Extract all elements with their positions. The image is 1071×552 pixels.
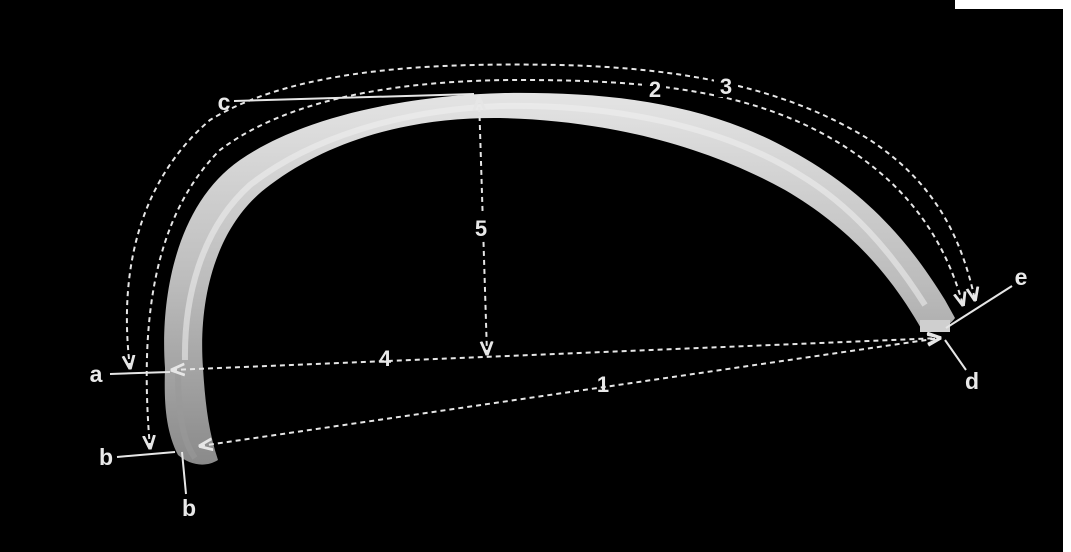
measurement-1-label: 1 <box>597 372 609 397</box>
leader-e <box>945 285 1013 329</box>
measurement-2-arc <box>147 78 963 448</box>
measurement-5-label: 5 <box>475 216 487 241</box>
landmark-d-label: d <box>965 368 979 394</box>
measurement-4-label: 4 <box>379 346 392 371</box>
landmark-c-label: c <box>218 89 231 115</box>
leader-b-left <box>116 451 176 458</box>
measurement-3-label: 3 <box>720 74 732 99</box>
leader-c <box>233 93 475 102</box>
rib-head <box>920 320 950 332</box>
landmark-b-bottom-label: b <box>182 495 196 521</box>
measurement-3-arc <box>127 63 975 368</box>
leader-d <box>944 339 967 371</box>
leader-b-bottom <box>181 451 187 495</box>
landmark-e-label: e <box>1015 264 1028 290</box>
leader-a <box>109 371 171 375</box>
landmark-b-left-label: b <box>99 444 113 470</box>
landmark-a-label: a <box>90 361 103 387</box>
measurement-2-label: 2 <box>649 77 661 102</box>
top-right-border <box>955 0 1063 9</box>
